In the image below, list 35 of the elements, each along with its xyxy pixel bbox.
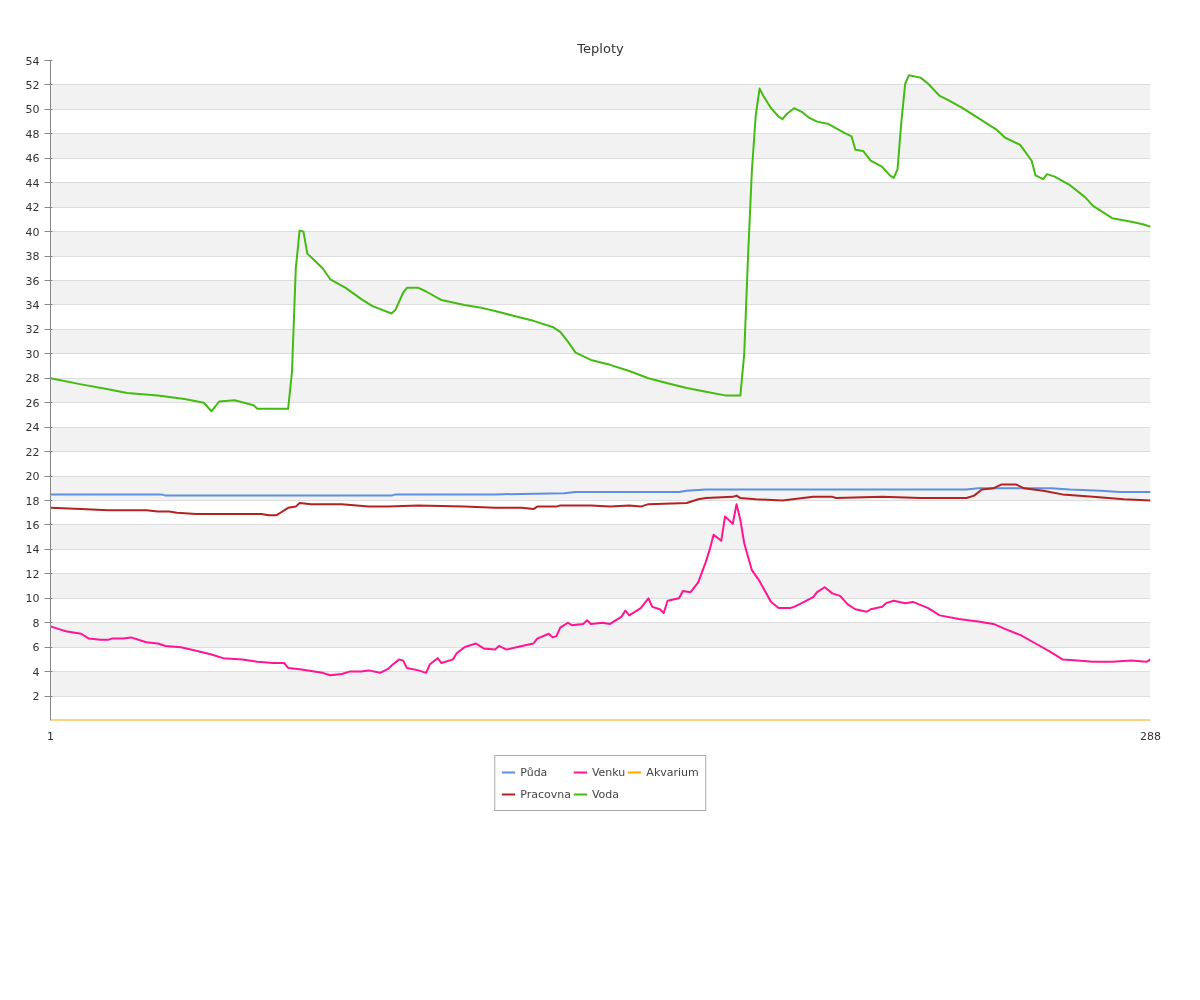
y-tick-label: 20 [25,470,40,484]
y-tick-label: 52 [25,78,40,92]
y-tick-label: 2 [32,690,40,704]
legend-label: Venku [591,765,626,779]
legend-label: Voda [591,787,620,801]
y-tick-label: 44 [25,176,40,190]
y-tick-label: 10 [25,592,40,606]
y-tick-label: 26 [25,396,40,410]
y-tick-label: 12 [25,567,40,581]
y-tick-label: 54 [25,54,40,68]
y-tick-label: 16 [25,518,40,532]
legend-label: Akvarium [646,765,699,779]
x-tick-label: 1 [47,729,54,743]
y-tick-label: 48 [25,127,40,141]
y-tick-label: 6 [32,641,40,655]
y-tick-label: 34 [25,298,40,312]
y-tick-label: 22 [25,445,40,459]
y-tick-label: 40 [25,225,40,239]
legend-label: Pracovna [520,787,571,801]
y-tick-label: 38 [25,250,40,264]
x-tick-label: 288 [1140,729,1161,743]
y-tick-label: 28 [25,372,40,386]
legend-label: Půda [520,765,548,779]
y-tick-label: 42 [25,201,40,215]
y-tick-label: 32 [25,323,40,337]
y-tick-label: 18 [25,494,40,508]
y-tick-label: 14 [25,543,40,557]
y-tick-label: 24 [25,421,40,435]
y-tick-label: 30 [25,347,40,361]
y-tick-label: 46 [25,152,40,166]
y-tick-label: 8 [32,616,40,630]
y-tick-label: 4 [32,665,40,679]
chart-title: Teploty [576,40,624,56]
y-tick-label: 50 [25,103,40,117]
y-tick-label: 36 [25,274,40,288]
